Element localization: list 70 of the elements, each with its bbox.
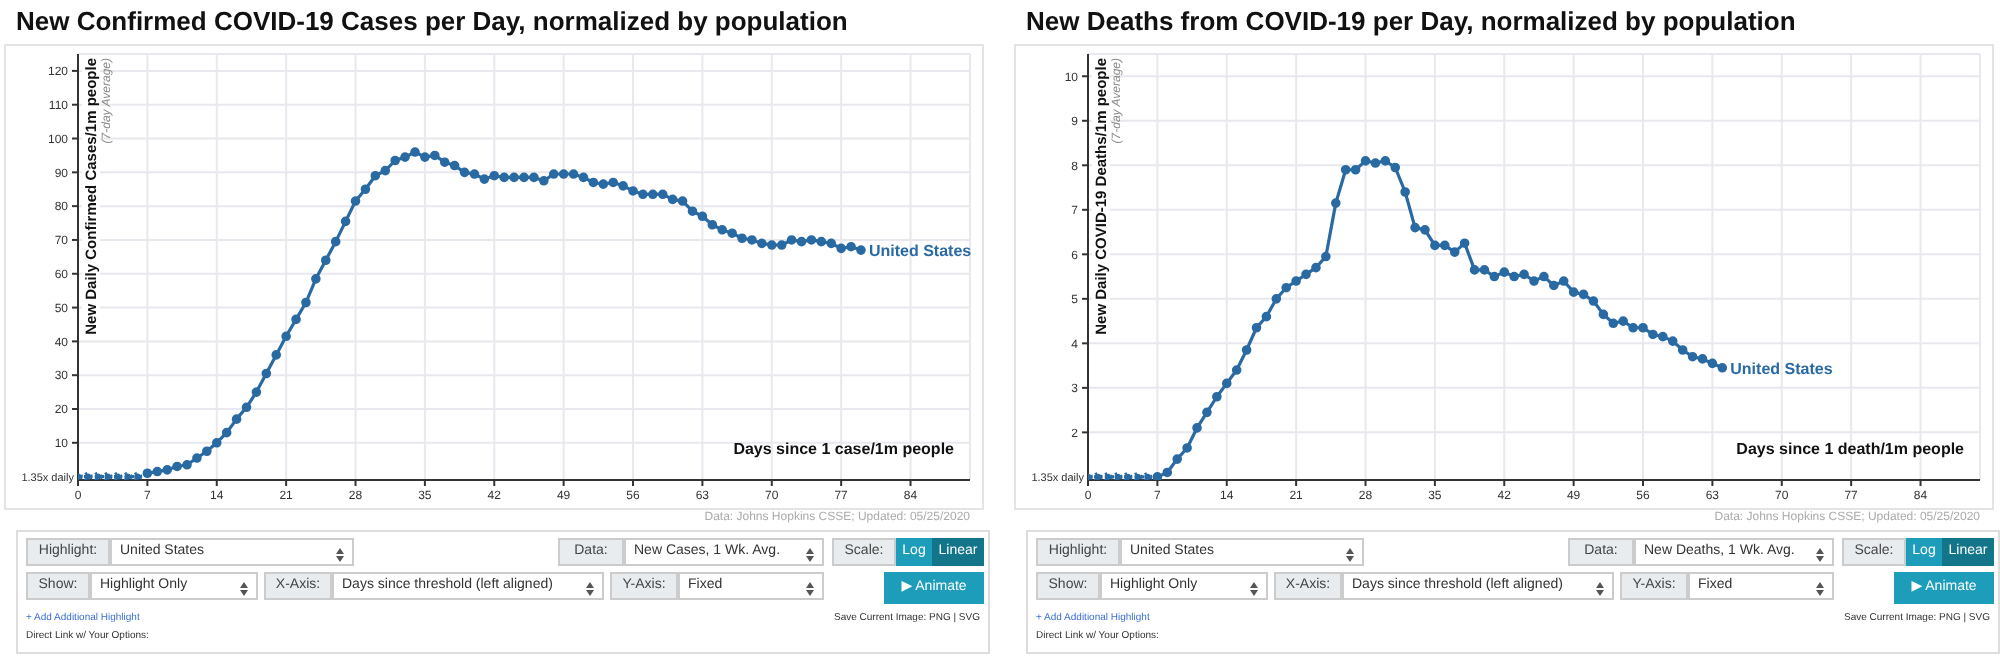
point — [1112, 472, 1123, 480]
point — [1598, 309, 1609, 320]
point — [1549, 280, 1559, 291]
point — [1558, 276, 1569, 286]
point — [1479, 265, 1490, 275]
point — [1231, 365, 1242, 375]
point — [1162, 467, 1173, 478]
x-axis-title: Days since 1 death/1m people — [1736, 440, 1964, 458]
point — [1122, 472, 1133, 480]
point — [1449, 247, 1460, 257]
point — [1608, 318, 1619, 329]
point — [1638, 322, 1648, 333]
point — [1658, 331, 1668, 342]
point — [1400, 187, 1410, 197]
point — [1271, 294, 1282, 304]
point — [1440, 240, 1450, 251]
point — [1519, 269, 1529, 280]
point — [1509, 271, 1519, 282]
point — [1390, 162, 1401, 173]
point — [1212, 391, 1222, 402]
point — [1152, 472, 1163, 480]
point — [1717, 363, 1728, 373]
point — [1420, 225, 1430, 235]
point — [1499, 267, 1510, 277]
point — [1321, 251, 1331, 262]
point — [1588, 296, 1599, 306]
point — [1459, 238, 1470, 248]
point — [1707, 358, 1718, 369]
point — [1677, 345, 1688, 355]
point — [1380, 156, 1391, 166]
point — [1340, 164, 1351, 175]
point — [1578, 289, 1589, 300]
point — [1360, 156, 1371, 166]
point — [1182, 443, 1192, 453]
chart-title: New Confirmed COVID-19 Cases per Day, normalized by population — [16, 6, 848, 36]
point — [1539, 271, 1549, 282]
point — [1142, 472, 1153, 480]
point — [1251, 322, 1262, 333]
point — [1648, 329, 1658, 340]
point — [1628, 322, 1638, 333]
point — [1311, 262, 1321, 273]
point — [1261, 311, 1272, 322]
point — [1618, 316, 1628, 326]
point — [1103, 472, 1113, 480]
point — [1132, 472, 1143, 480]
series-label: United States — [1730, 359, 1834, 378]
point — [1469, 265, 1480, 275]
point — [1529, 276, 1539, 286]
point — [1241, 345, 1252, 355]
x-axis-title: Days since 1 case/1m people — [733, 440, 954, 458]
point — [1410, 222, 1420, 233]
point — [1330, 198, 1341, 208]
point — [1172, 454, 1182, 464]
point — [1291, 276, 1301, 286]
point — [1489, 271, 1500, 282]
point — [1687, 351, 1698, 362]
point — [1697, 354, 1708, 364]
point — [1221, 378, 1232, 389]
point — [1350, 164, 1361, 175]
point — [1430, 240, 1440, 251]
series-label: United States — [868, 242, 973, 261]
point — [1202, 407, 1212, 418]
point — [1301, 269, 1311, 280]
point — [1192, 423, 1202, 433]
point — [1093, 472, 1103, 480]
point — [1568, 287, 1579, 297]
chart-title: New Deaths from COVID-19 per Day, normalized by population — [1026, 6, 1796, 36]
point — [1370, 158, 1381, 168]
point — [1281, 282, 1292, 293]
point — [1667, 336, 1678, 346]
